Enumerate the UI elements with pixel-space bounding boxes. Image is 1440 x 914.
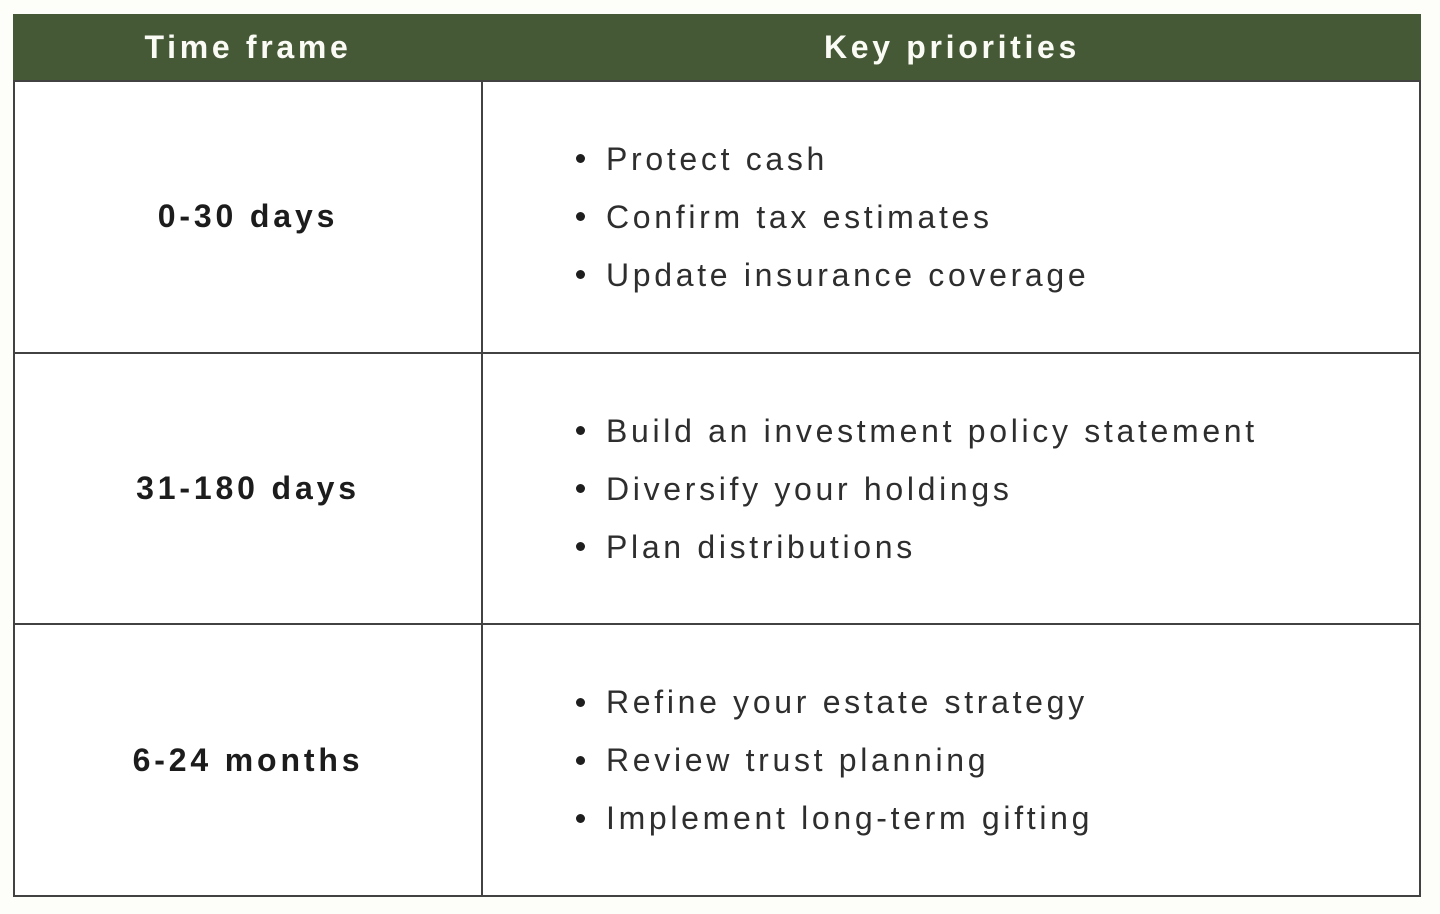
priority-text: Build an investment policy statement [606, 412, 1258, 449]
priority-item: Confirm tax estimates [576, 197, 1419, 237]
priority-text: Diversify your holdings [606, 470, 1013, 507]
priority-list: Build an investment policy statement Div… [576, 393, 1419, 585]
priority-text: Refine your estate strategy [606, 684, 1088, 721]
priority-text: Implement long-term gifting [606, 800, 1094, 837]
key-priorities-cell: Protect cash Confirm tax estimates Updat… [483, 82, 1419, 352]
table-body: 0-30 days Protect cash Confirm tax estim… [13, 80, 1421, 897]
priority-text: Confirm tax estimates [606, 198, 993, 235]
priority-item: Plan distributions [576, 527, 1419, 567]
time-frame-cell: 6-24 months [15, 625, 483, 896]
bullet-icon [576, 270, 585, 280]
timeline-priorities-table: Time frame Key priorities 0-30 days Prot… [13, 14, 1421, 897]
priority-item: Update insurance coverage [576, 255, 1419, 295]
priority-list: Refine your estate strategy Review trust… [576, 664, 1419, 856]
key-priorities-cell: Build an investment policy statement Div… [483, 354, 1419, 624]
bullet-icon [576, 426, 585, 435]
priority-item: Refine your estate strategy [576, 682, 1419, 722]
priority-item: Implement long-term gifting [576, 798, 1419, 838]
bullet-icon [576, 813, 585, 823]
bullet-icon [576, 697, 585, 707]
priority-text: Review trust planning [606, 742, 990, 779]
time-frame-cell: 31-180 days [15, 353, 483, 624]
priority-text: Protect cash [606, 140, 829, 177]
priority-item: Diversify your holdings [576, 469, 1419, 509]
bullet-icon [576, 542, 585, 551]
bullet-icon [576, 212, 585, 222]
table-row-0-30-days: 0-30 days Protect cash Confirm tax estim… [15, 82, 1419, 352]
priority-text: Update insurance coverage [606, 256, 1090, 293]
table-row-6-24-months: 6-24 months Refine your estate strategy … [15, 623, 1419, 896]
column-header-time-frame: Time frame [144, 28, 352, 65]
bullet-icon [576, 154, 585, 164]
priority-item: Review trust planning [576, 740, 1419, 780]
priority-item: Build an investment policy statement [576, 411, 1419, 451]
priority-list: Protect cash Confirm tax estimates Updat… [576, 121, 1419, 313]
bullet-icon [576, 484, 585, 493]
column-header-key-priorities: Key priorities [823, 28, 1081, 65]
key-priorities-cell: Refine your estate strategy Review trust… [483, 625, 1419, 895]
bullet-icon [576, 755, 585, 765]
time-frame-cell: 0-30 days [15, 82, 483, 352]
table-row-31-180-days: 31-180 days Build an investment policy s… [15, 351, 1419, 624]
priority-text: Plan distributions [606, 528, 916, 565]
priority-item: Protect cash [576, 139, 1419, 179]
table-header-row: Time frame Key priorities [13, 14, 1421, 80]
